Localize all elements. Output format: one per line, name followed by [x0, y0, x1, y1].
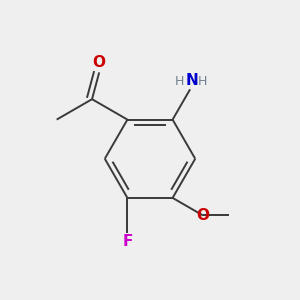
- Text: H: H: [174, 74, 184, 88]
- Text: N: N: [185, 73, 198, 88]
- Text: F: F: [122, 234, 133, 249]
- Text: O: O: [93, 55, 106, 70]
- Text: O: O: [196, 208, 209, 223]
- Text: H: H: [198, 74, 207, 88]
